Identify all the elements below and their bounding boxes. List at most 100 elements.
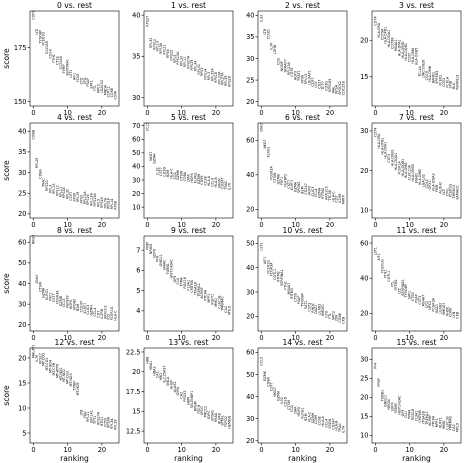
gene-label: PTCRA	[432, 415, 436, 427]
gene-label: IL2RB	[100, 308, 104, 318]
plot-frame	[371, 122, 462, 219]
gene-label: CD79B	[391, 37, 395, 49]
gene-label: RPS15A	[176, 51, 180, 65]
gene-label: LINC00926	[421, 60, 425, 79]
y-tick-label: 20	[360, 167, 368, 175]
gene-label: HOPX	[190, 172, 194, 182]
gene-label: GYPA	[176, 386, 180, 395]
y-axis-label: score	[2, 273, 11, 294]
gene-label: MMD	[442, 420, 446, 429]
gene-label: MS4A7	[287, 283, 291, 295]
y-tick-label: 30	[18, 300, 26, 308]
gene-label: TPM4	[408, 410, 412, 420]
gene-label: LCK	[314, 81, 318, 88]
gene-label: CFD	[425, 301, 429, 308]
gene-label: CKB	[456, 311, 460, 319]
gene-label: CST3	[307, 303, 311, 312]
gene-label: RPS6	[300, 75, 304, 84]
gene-label: FCER1G	[110, 306, 114, 320]
gene-label: CTSW	[38, 281, 42, 292]
gene-label: HLA-DQB1	[401, 159, 405, 177]
plot-frame	[257, 235, 348, 332]
gene-label: RPL27A	[221, 72, 225, 86]
y-tick-label: 15	[360, 413, 368, 421]
gene-label: B2M	[300, 186, 304, 193]
gene-label: MATK	[342, 194, 346, 204]
y-tick-label: 15	[360, 73, 368, 81]
gene-label: GZMB	[277, 173, 281, 184]
gene-label: ALDH2	[438, 182, 442, 194]
gene-label: MT-ND1	[59, 367, 63, 380]
gene-label: RPS12	[152, 39, 156, 50]
gene-label: LYN	[452, 311, 456, 318]
gene-label: RPL34	[110, 418, 114, 429]
gene-label: CD68	[449, 308, 453, 317]
gene-label: HMOX1	[442, 303, 446, 315]
gene-label: NKG7	[263, 139, 267, 149]
x-tick-label: 10	[177, 446, 185, 454]
panel-title: 7 vs. rest	[399, 113, 434, 122]
panel-title: 9 vs. rest	[171, 226, 206, 235]
gene-label: FAU	[83, 411, 87, 418]
gene-label: GP9	[401, 410, 405, 417]
gene-label: FTH1	[283, 281, 287, 290]
gene-label: KLRD1	[45, 289, 49, 300]
gene-label: CD52	[103, 418, 107, 427]
x-tick-label: 20	[212, 334, 220, 342]
panel-title: 3 vs. rest	[399, 1, 434, 10]
gene-label: COTL1	[107, 86, 111, 97]
gene-label: LTB	[263, 28, 267, 34]
x-tick-label: 10	[63, 334, 71, 342]
gene-label: CD68	[338, 313, 342, 322]
x-tick-label: 10	[177, 334, 185, 342]
gene-label: SELENBP1	[190, 391, 194, 408]
x-tick-label: 10	[405, 109, 413, 117]
plot-frame	[257, 122, 348, 219]
y-tick-label: 20	[18, 321, 26, 329]
gene-label: F13A1	[415, 411, 419, 422]
gene-label: CD7	[335, 195, 339, 202]
plot-frame	[143, 10, 234, 107]
gene-label: CD247	[79, 301, 83, 312]
y-tick-label: 30	[246, 288, 254, 296]
gene-label: MT-ND3	[69, 373, 73, 386]
gene-label: IFITM3	[290, 288, 294, 299]
gene-label: ITGA2B	[421, 410, 425, 423]
gene-label: PRF1	[280, 177, 284, 186]
gene-label: LST1	[69, 70, 73, 78]
gene-label: MT-CYB	[52, 362, 56, 375]
gene-label: RPSA	[335, 84, 339, 94]
gene-label: MAL	[331, 86, 335, 93]
gene-label: SPARC	[394, 402, 398, 413]
y-tick-label: 40	[18, 280, 26, 288]
gene-label: CLEC1B	[445, 416, 449, 430]
gene-label: HOPX	[297, 406, 301, 416]
gene-label: RPS27	[145, 16, 149, 27]
gene-label: CD3D	[163, 166, 167, 176]
panel-title: 12 vs. rest	[55, 338, 95, 347]
x-tick-label: 20	[326, 446, 334, 454]
panel-title: 2 vs. rest	[285, 1, 320, 10]
gene-label: CA2	[224, 306, 228, 313]
panel-title: 11 vs. rest	[397, 226, 437, 235]
gene-label: CTSS	[55, 56, 59, 65]
y-tick-label: 30	[246, 415, 254, 423]
plot-frame	[371, 10, 462, 107]
x-tick-label: 20	[440, 109, 448, 117]
y-tick-label: 20	[360, 394, 368, 402]
x-tick-label: 10	[291, 221, 299, 229]
gene-label: MALAT1	[31, 344, 35, 358]
gene-label: EEF1A1	[90, 410, 94, 423]
gene-label: RPS15A	[93, 193, 97, 207]
gene-label: LYAR	[294, 406, 298, 415]
gene-label: RPS14	[204, 69, 208, 80]
gene-label: RPS28	[228, 76, 232, 87]
gene-label: MS4A1	[394, 39, 398, 51]
gene-label: IL7R	[342, 425, 346, 433]
gene-label: CCL4	[314, 188, 318, 197]
y-tick-label: 40	[360, 275, 368, 283]
y-tick-label: 15	[18, 379, 26, 387]
gene-label: SPTA1	[221, 415, 225, 425]
gene-label: CD2	[173, 172, 177, 179]
